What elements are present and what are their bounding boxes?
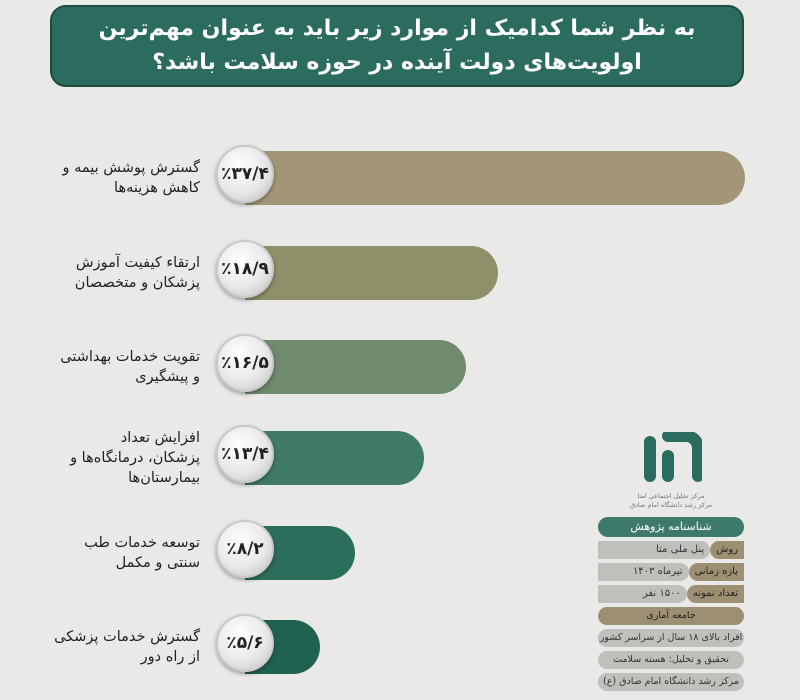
- bar-row: ٪۸/۲ توسعه خدمات طب سنتی و مکمل: [0, 520, 800, 586]
- info-row-sample: تعداد نمونه ۱۵۰۰ نفر: [598, 585, 744, 603]
- bar: [245, 431, 424, 485]
- logo-icon: [644, 432, 702, 482]
- info-population-label: جامعه آماری: [598, 607, 744, 625]
- chart-title-box: به نظر شما کدامیک از موارد زیر باید به ع…: [50, 5, 744, 87]
- category-label: ارتقاء کیفیت آموزش پزشکان و متخصصان: [74, 255, 200, 291]
- info-header: شناسنامه پژوهش: [598, 517, 744, 537]
- value-label: ٪۸/۲: [216, 520, 274, 578]
- value-label: ٪۱۳/۴: [216, 425, 274, 483]
- bar-row: ٪۱۸/۹ ارتقاء کیفیت آموزش پزشکان و متخصصان: [0, 240, 800, 306]
- category-label: تقویت خدمات بهداشتی و پیشگیری: [60, 349, 200, 385]
- bar-row: ٪۳۷/۴ گسترش پوشش بیمه و کاهش هزینه‌ها: [0, 145, 800, 211]
- category-label: گسترش خدمات پزشکی از راه دور: [54, 629, 200, 665]
- value-label: ٪۵/۶: [216, 614, 274, 672]
- bar-row: ٪۵/۶ گسترش خدمات پزشکی از راه دور: [0, 614, 800, 680]
- logo-caption: مرکز تحلیل اجتماعی امتا مرکز رشد دانشگاه…: [629, 492, 713, 509]
- value-label: ٪۱۶/۵: [216, 334, 274, 392]
- info-row-method: روش پنل ملی متا: [598, 541, 744, 559]
- bar-row: ٪۱۳/۴ افزایش تعداد پزشکان، درمانگاه‌ها و بی…: [0, 425, 800, 491]
- info-row-period: بازه زمانی تیرماه ۱۴۰۳: [598, 563, 744, 581]
- research-info-card: شناسنامه پژوهش روش پنل ملی متا بازه زمان…: [598, 517, 744, 695]
- bar: [245, 340, 466, 394]
- category-label: افزایش تعداد پزشکان، درمانگاه‌ها و بیمارست…: [70, 430, 200, 486]
- bar-row: ٪۱۶/۵ تقویت خدمات بهداشتی و پیشگیری: [0, 334, 800, 400]
- category-label: توسعه خدمات طب سنتی و مکمل: [84, 535, 200, 571]
- value-label: ٪۱۸/۹: [216, 240, 274, 298]
- bar: [245, 246, 498, 300]
- chart-title-line1: به نظر شما کدامیک از موارد زیر باید به ع…: [98, 16, 696, 41]
- chart-title-line2: اولویت‌های دولت آینده در حوزه سلامت باشد…: [152, 50, 642, 75]
- info-analysis: تحقیق و تحلیل: هسته سلامت: [598, 651, 744, 669]
- category-label: گسترش پوشش بیمه و کاهش هزینه‌ها: [62, 160, 200, 196]
- value-label: ٪۳۷/۴: [216, 145, 274, 203]
- info-center: مرکز رشد دانشگاه امام صادق (ع): [598, 673, 744, 691]
- info-population-value: افراد بالای ۱۸ سال از سراسر کشور: [598, 629, 744, 647]
- bar: [245, 151, 745, 205]
